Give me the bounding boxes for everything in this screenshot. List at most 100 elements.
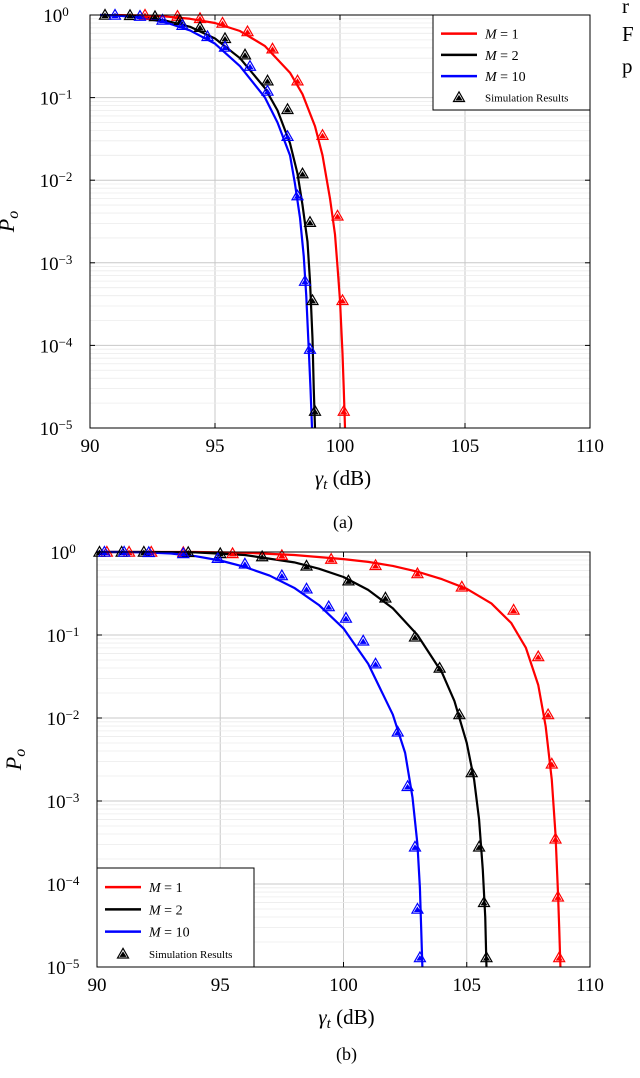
legend-marker-inner (455, 94, 463, 101)
marker-point (433, 661, 447, 673)
legend-marker (116, 947, 130, 959)
y-tick-label: 10−3 (47, 790, 80, 813)
marker-point-inner (416, 955, 424, 961)
figure-caption: (a) (333, 512, 353, 533)
legend-label: M = 10 (148, 926, 190, 941)
y-axis-label-subscript: o (5, 211, 22, 219)
legend-label-var: M (148, 903, 162, 918)
marker-point (303, 342, 317, 354)
x-tick-label: 90 (88, 975, 107, 996)
y-tick-base: 10 (47, 626, 66, 647)
legend-label-var: M (148, 881, 162, 896)
x-axis-label: γt (dB) (315, 466, 371, 493)
marker-point (472, 840, 486, 852)
y-tick-base: 10 (40, 89, 59, 110)
x-axis-label-unit: (dB) (331, 1005, 375, 1029)
marker-point-inner (534, 654, 542, 660)
marker-point (280, 102, 295, 115)
marker-point-inner (278, 552, 286, 559)
marker-point (401, 779, 415, 792)
marker-point (455, 580, 469, 592)
marker-point (299, 582, 314, 594)
marker-point (155, 13, 170, 25)
y-tick-exponent: −3 (66, 790, 80, 805)
legend-label-var: M (484, 28, 498, 43)
y-tick-base: 10 (47, 792, 66, 813)
marker-point-inner (371, 661, 380, 667)
x-tick-label: 95 (206, 436, 225, 457)
marker-point (176, 546, 190, 559)
marker-point-inner (241, 52, 249, 58)
marker-point (108, 8, 122, 20)
y-axis-label: Po (0, 211, 22, 233)
marker-point (408, 630, 422, 642)
marker-point (240, 24, 255, 37)
y-tick-base: 10 (40, 336, 59, 357)
marker-point (341, 574, 355, 586)
marker-point-inner (455, 712, 463, 718)
marker-point-inner (340, 408, 348, 415)
marker-point-inner (228, 550, 237, 557)
marker-point (148, 9, 162, 22)
marker-point (295, 166, 310, 179)
marker-point-inner (308, 297, 317, 304)
x-tick-label: 100 (326, 436, 355, 457)
marker-point (324, 552, 338, 564)
marker-point-inner (394, 729, 402, 735)
marker-point (290, 74, 305, 86)
legend-label: Simulation Results (149, 949, 232, 961)
legend-label-value: = 10 (161, 926, 190, 941)
marker-point (337, 404, 351, 416)
marker-point-inner (468, 770, 476, 776)
marker-point (315, 128, 330, 140)
legend-label-value: = 10 (497, 70, 526, 85)
marker-point-inner (136, 13, 144, 20)
marker-point (548, 832, 563, 844)
y-tick-exponent: −5 (66, 956, 80, 971)
marker-point-inner (333, 213, 342, 219)
legend-label-var: M (484, 49, 498, 64)
marker-point-inner (510, 607, 518, 614)
marker-point-inner (298, 171, 307, 177)
legend-label-var: M (484, 70, 498, 85)
figure-caption: (b) (336, 1044, 357, 1065)
marker-point (280, 129, 295, 142)
y-tick-label: 10−5 (47, 956, 80, 979)
x-axis-label-symbol: γ (318, 1005, 327, 1029)
y-tick-label: 10−3 (40, 252, 73, 275)
marker-point (322, 599, 336, 612)
legend-box (432, 14, 591, 111)
legend-label: M = 2 (148, 903, 183, 918)
marker-point-inner (301, 278, 309, 285)
y-axis-label-symbol: P (1, 757, 26, 771)
marker-point-inner (544, 712, 552, 718)
y-tick-label: 10−2 (47, 707, 80, 730)
marker-point (465, 765, 479, 778)
y-tick-label: 100 (43, 4, 69, 27)
y-tick-label: 10−2 (40, 169, 73, 192)
marker-point-inner (263, 78, 272, 84)
marker-point (200, 29, 215, 42)
marker-point-inner (158, 17, 167, 24)
marker-point-inner (555, 955, 563, 961)
marker-point-inner (482, 955, 491, 961)
marker-point-inner (413, 906, 422, 913)
y-axis-label-subscript: o (12, 749, 29, 757)
marker-point-inner (218, 20, 227, 27)
marker-point-inner (306, 346, 314, 353)
marker-point (308, 404, 322, 416)
y-tick-base: 10 (50, 543, 69, 564)
y-tick-exponent: 0 (62, 4, 69, 19)
marker-point (305, 293, 320, 306)
y-tick-base: 10 (40, 254, 59, 275)
marker-point-inner (381, 595, 389, 601)
marker-point (479, 950, 494, 963)
marker-point-inner (243, 29, 252, 35)
marker-point-inner (344, 578, 353, 584)
marker-point-inner (548, 761, 556, 767)
marker-point (226, 546, 240, 559)
markers-series-3 (108, 8, 317, 354)
marker-point-inner (458, 584, 466, 590)
